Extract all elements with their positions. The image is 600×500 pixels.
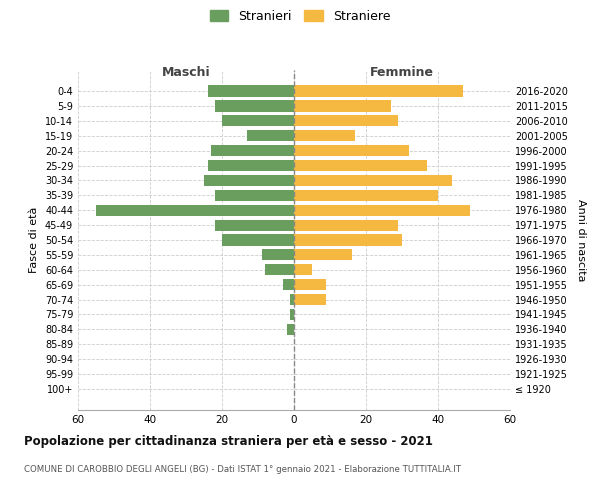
Bar <box>294 160 427 171</box>
Bar <box>215 220 294 230</box>
Bar <box>294 175 452 186</box>
Bar <box>265 264 294 276</box>
Bar <box>294 145 409 156</box>
Bar <box>211 145 294 156</box>
Bar <box>294 294 326 305</box>
Bar <box>283 279 294 290</box>
Text: COMUNE DI CAROBBIO DEGLI ANGELI (BG) - Dati ISTAT 1° gennaio 2021 - Elaborazione: COMUNE DI CAROBBIO DEGLI ANGELI (BG) - D… <box>24 465 461 474</box>
Y-axis label: Fasce di età: Fasce di età <box>29 207 39 273</box>
Legend: Stranieri, Straniere: Stranieri, Straniere <box>206 6 394 26</box>
Bar <box>222 115 294 126</box>
Bar <box>247 130 294 141</box>
Bar <box>294 204 470 216</box>
Text: Femmine: Femmine <box>370 66 434 79</box>
Bar <box>294 86 463 96</box>
Y-axis label: Anni di nascita: Anni di nascita <box>576 198 586 281</box>
Text: Popolazione per cittadinanza straniera per età e sesso - 2021: Popolazione per cittadinanza straniera p… <box>24 435 433 448</box>
Bar <box>294 264 312 276</box>
Bar <box>290 294 294 305</box>
Bar <box>294 190 438 201</box>
Bar <box>294 234 402 246</box>
Bar <box>294 220 398 230</box>
Bar <box>262 250 294 260</box>
Bar <box>208 160 294 171</box>
Text: Maschi: Maschi <box>161 66 211 79</box>
Bar <box>96 204 294 216</box>
Bar <box>208 86 294 96</box>
Bar <box>290 309 294 320</box>
Bar <box>294 100 391 112</box>
Bar <box>287 324 294 335</box>
Bar <box>215 100 294 112</box>
Bar <box>294 279 326 290</box>
Bar <box>294 250 352 260</box>
Bar <box>215 190 294 201</box>
Bar <box>294 130 355 141</box>
Bar <box>294 115 398 126</box>
Bar <box>222 234 294 246</box>
Bar <box>204 175 294 186</box>
